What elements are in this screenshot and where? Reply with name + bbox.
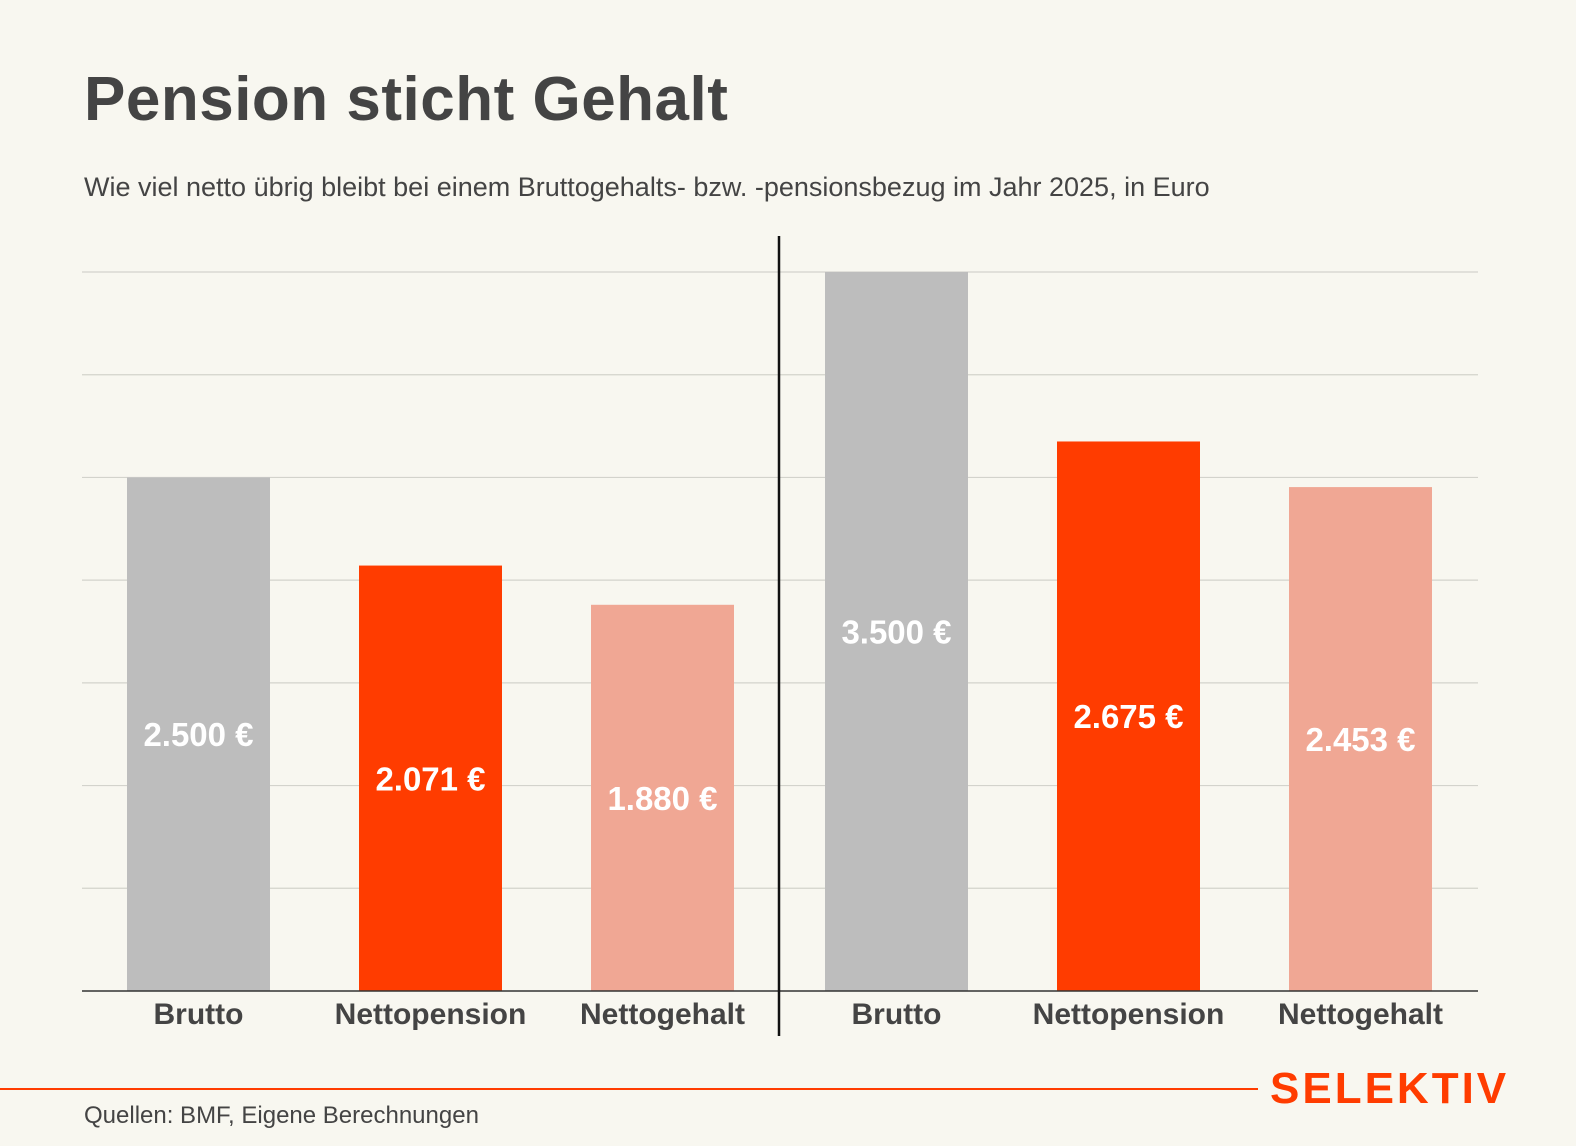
category-label: Nettogehalt [580, 998, 745, 1031]
bar-data-label: 2.500 € [143, 716, 253, 753]
bar [1057, 441, 1200, 991]
chart-title: Pension sticht Gehalt [84, 65, 729, 134]
bar-data-label: 3.500 € [841, 614, 951, 651]
category-label: Nettopension [335, 998, 527, 1031]
bar [1289, 487, 1432, 991]
bar-data-label: 1.880 € [607, 780, 717, 817]
bar-data-label: 2.675 € [1073, 698, 1183, 735]
bar [359, 565, 502, 991]
bar [825, 272, 968, 991]
bar-data-label: 2.453 € [1305, 721, 1415, 758]
bar-data-label: 2.071 € [375, 760, 485, 797]
chart-subtitle: Wie viel netto übrig bleibt bei einem Br… [84, 172, 1210, 202]
category-label: Brutto [154, 998, 244, 1031]
category-label: Brutto [852, 998, 942, 1031]
footer-divider [0, 1088, 1258, 1090]
bar [591, 604, 734, 991]
category-label: Nettopension [1033, 998, 1225, 1031]
bar [127, 477, 270, 991]
category-label: Nettogehalt [1278, 998, 1443, 1031]
brand-logo: SELEKTIV [1270, 1064, 1510, 1113]
source-note: Quellen: BMF, Eigene Berechnungen [84, 1102, 479, 1129]
